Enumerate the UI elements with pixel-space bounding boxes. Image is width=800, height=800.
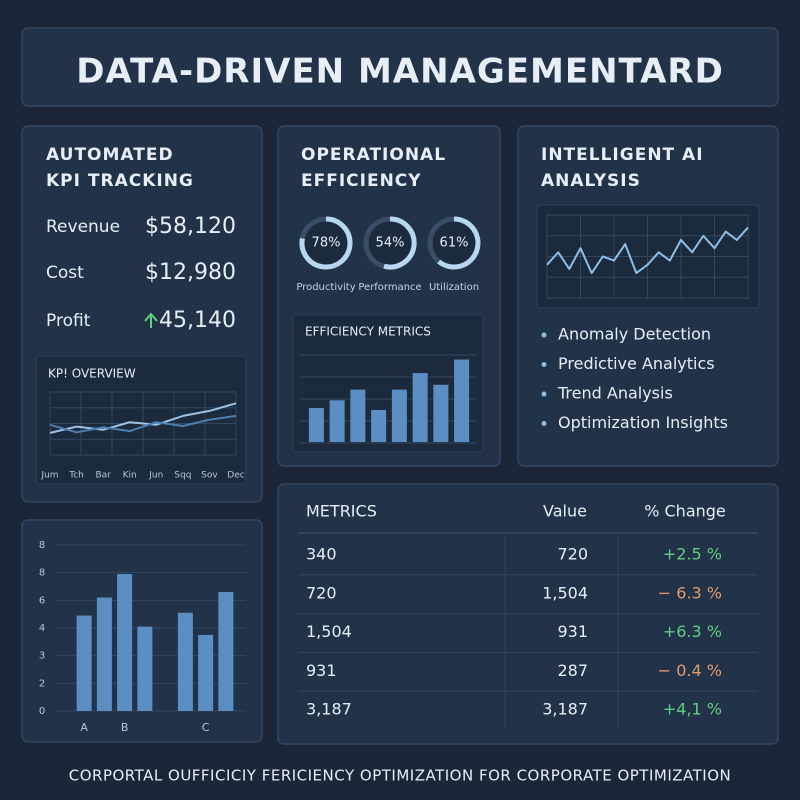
bar: [96, 597, 112, 711]
y-tick-label: 6: [39, 595, 45, 606]
bar: [391, 389, 407, 442]
bar: [218, 592, 234, 711]
metric-value: $12,980: [145, 260, 236, 285]
table-cell: − 0.4 %: [658, 661, 722, 680]
y-tick-label: 2: [39, 678, 45, 689]
panel-title: OPERATIONAL: [301, 145, 446, 165]
bar: [198, 634, 214, 711]
table-cell: +4,1 %: [663, 700, 722, 719]
gauge-value: 54%: [376, 236, 405, 251]
x-tick-label: Tch: [68, 471, 84, 481]
x-tick-label: Dec: [227, 471, 244, 481]
bullet-dot: [541, 332, 547, 338]
panel-title: ANALYSIS: [541, 171, 641, 191]
bar: [433, 384, 449, 442]
bullet-dot: [541, 391, 547, 397]
bullet-text: Optimization Insights: [558, 413, 728, 432]
header-panel: [21, 27, 779, 107]
bar: [329, 400, 345, 442]
gauge-value: 61%: [440, 236, 469, 251]
metric-label: Cost: [46, 263, 84, 283]
panel-title: EFFICIENCY: [301, 171, 422, 191]
x-tick-label: Kin: [123, 471, 137, 481]
x-tick-label: Sqq: [174, 471, 191, 481]
metric-value: $58,120: [145, 214, 236, 239]
gauge-arc: [383, 216, 417, 270]
bar: [76, 615, 92, 711]
y-tick-label: 8: [39, 568, 45, 579]
overview-chart-box: [35, 355, 247, 485]
data-line: [49, 414, 237, 434]
x-tick-label: Sov: [201, 471, 218, 481]
chart-title: KP! OVERVIEW: [48, 367, 136, 381]
y-tick-label: 3: [39, 651, 45, 662]
panel-title: AUTOMATED: [46, 145, 174, 165]
table-cell: 340: [306, 545, 337, 564]
x-tick-label: Jun: [148, 471, 163, 481]
metric-value: 45,140: [159, 308, 236, 333]
x-tick-label: C: [202, 721, 210, 734]
table-header: METRICS: [306, 502, 377, 521]
x-tick-label: A: [80, 721, 88, 734]
bar: [371, 409, 387, 442]
bullet-dot: [541, 362, 547, 367]
panel-title: INTELLIGENT AI: [541, 145, 704, 165]
x-tick-label: B: [121, 721, 129, 734]
data-line: [49, 402, 237, 434]
y-tick-label: 0: [39, 706, 45, 717]
table-cell: 931: [306, 661, 337, 680]
table-cell: 287: [557, 661, 588, 680]
table-cell: +2.5 %: [663, 545, 722, 564]
gauge-label: Productivity: [296, 282, 355, 293]
metric-label: Profit: [46, 311, 91, 331]
panel-title: KPI TRACKING: [46, 171, 194, 191]
data-line: [546, 226, 749, 275]
table-cell: 1,504: [542, 583, 588, 602]
chart-title: EFFICIENCY METRICS: [305, 325, 431, 339]
bar: [117, 574, 133, 711]
gauge-arc: [437, 216, 481, 270]
up-arrow-icon: [144, 312, 158, 328]
gauge-value: 78%: [312, 236, 341, 251]
table-header: % Change: [644, 502, 726, 521]
table-cell: − 6.3 %: [658, 583, 722, 602]
gauge-label: Performance: [358, 282, 421, 293]
table-cell: 931: [557, 622, 588, 641]
bar: [454, 359, 470, 442]
bar: [308, 408, 324, 442]
table-cell: +6.3 %: [663, 622, 722, 641]
bar: [350, 389, 366, 442]
y-tick-label: 4: [39, 623, 45, 634]
metric-label: Revenue: [46, 217, 120, 237]
bar: [412, 373, 428, 442]
gauge-label: Utilization: [429, 282, 479, 293]
bar: [137, 626, 153, 711]
gauge-arc: [299, 216, 353, 270]
x-tick-label: Jum: [40, 471, 58, 481]
x-tick-label: Bar: [95, 471, 111, 481]
table-header: Value: [543, 502, 587, 521]
bullet-dot: [541, 421, 547, 426]
bar: [177, 612, 193, 711]
y-tick-label: 8: [39, 540, 45, 551]
footer-text: CORPORTAL OUFFICICIY FERICIENCY OPTIMIZA…: [69, 767, 732, 785]
table-cell: 720: [557, 545, 588, 564]
table-cell: 1,504: [306, 622, 352, 641]
table-cell: 3,187: [542, 700, 588, 719]
bullet-text: Predictive Analytics: [558, 354, 715, 373]
bullet-text: Trend Analysis: [557, 384, 673, 403]
table-cell: 720: [306, 583, 337, 602]
page-title: DATA-DRIVEN MANAGEMENTARD: [76, 52, 724, 92]
table-cell: 3,187: [306, 700, 352, 719]
bullet-text: Anomaly Detection: [558, 325, 711, 344]
